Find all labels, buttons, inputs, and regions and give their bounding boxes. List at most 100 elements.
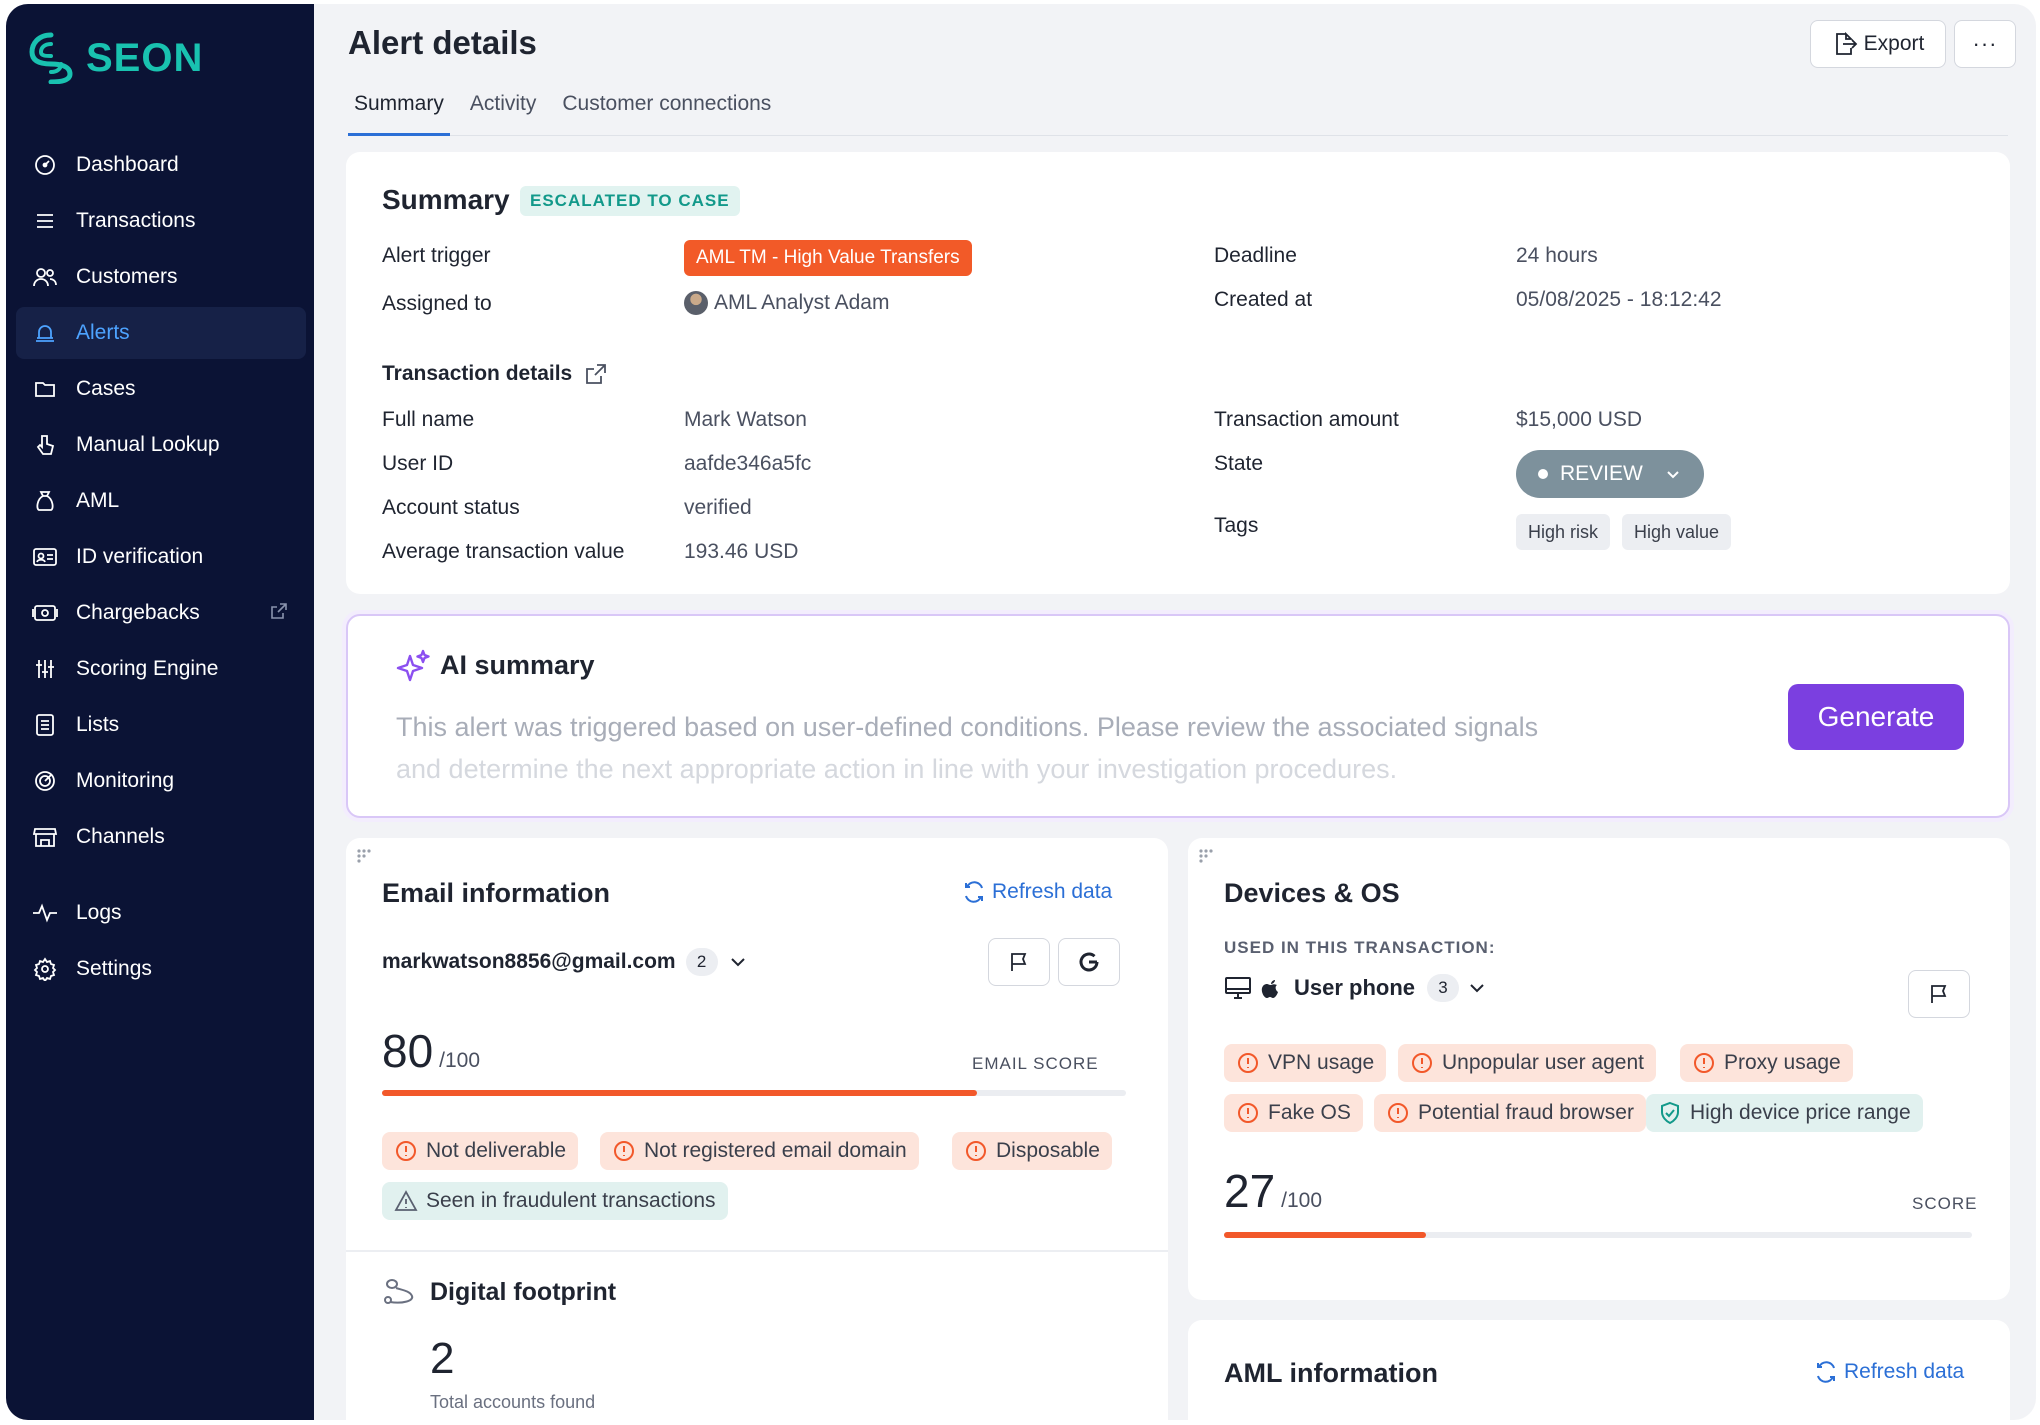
avg-transaction-value: 193.46 USD xyxy=(684,540,799,563)
sidebar-item-label: Monitoring xyxy=(76,769,175,792)
sidebar-item-label: AML xyxy=(76,489,120,512)
export-label: Export xyxy=(1863,32,1925,55)
tab-summary[interactable]: Summary xyxy=(348,84,450,136)
external-link-icon xyxy=(270,602,288,626)
email-selector[interactable]: markwatson8856@gmail.com 2 xyxy=(382,948,748,976)
alert-trigger-badge[interactable]: AML TM - High Value Transfers xyxy=(684,240,972,276)
status-badge: ESCALATED TO CASE xyxy=(520,186,740,216)
desktop-icon xyxy=(1225,977,1251,999)
flag-unpopular-user-agent[interactable]: Unpopular user agent xyxy=(1398,1044,1656,1082)
transaction-details-label: Transaction details xyxy=(382,362,573,385)
divider xyxy=(346,1250,1168,1252)
pointer-icon xyxy=(32,432,58,458)
external-link-icon xyxy=(586,364,607,384)
sidebar-item-settings[interactable]: Settings xyxy=(16,943,306,995)
more-icon: ··· xyxy=(1972,31,1998,56)
email-flag-button[interactable] xyxy=(988,938,1050,986)
flag-icon xyxy=(1931,985,1947,1003)
sparkles-icon xyxy=(396,649,430,682)
email-address: markwatson8856@gmail.com xyxy=(382,950,676,973)
footprint-count: 2 xyxy=(430,1334,455,1383)
flag-fake-os[interactable]: Fake OS xyxy=(1224,1094,1363,1132)
sidebar-item-label: Settings xyxy=(76,957,152,980)
brand-name: SEON xyxy=(86,35,204,80)
tab-customer-connections[interactable]: Customer connections xyxy=(562,92,772,115)
sidebar-item-logs[interactable]: Logs xyxy=(16,887,306,939)
flag-potential-fraud-browser[interactable]: Potential fraud browser xyxy=(1374,1094,1646,1132)
sidebar-item-chargebacks[interactable]: Chargebacks xyxy=(16,587,306,639)
status-dot-icon xyxy=(1538,469,1548,479)
id-card-icon xyxy=(32,544,58,570)
devices-os-card: Devices & OS USED IN THIS TRANSACTION: U… xyxy=(1188,838,2010,1300)
state-value: REVIEW xyxy=(1560,462,1643,485)
device-count-badge: 3 xyxy=(1427,974,1460,1002)
sidebar-item-lists[interactable]: Lists xyxy=(16,699,306,751)
device-selector[interactable]: User phone 3 xyxy=(1224,974,1487,1002)
sidebar-item-transactions[interactable]: Transactions xyxy=(16,195,306,247)
sidebar: SEON Dashboard Transactions Customers Al… xyxy=(6,4,314,1420)
sidebar-item-label: Chargebacks xyxy=(76,601,200,624)
flag-proxy-usage[interactable]: Proxy usage xyxy=(1680,1044,1853,1082)
devices-os-title: Devices & OS xyxy=(1224,878,1400,908)
device-flag-button[interactable] xyxy=(1908,970,1970,1018)
state-dropdown[interactable]: REVIEW xyxy=(1516,450,1704,498)
aml-refresh-button[interactable]: Refresh data xyxy=(1814,1360,1964,1384)
email-refresh-button[interactable]: Refresh data xyxy=(962,880,1112,904)
drag-handle-icon[interactable] xyxy=(356,848,374,866)
aml-information-card: AML information Refresh data xyxy=(1188,1320,2010,1420)
sidebar-item-manual-lookup[interactable]: Manual Lookup xyxy=(16,419,306,471)
sidebar-item-channels[interactable]: Channels xyxy=(16,811,306,863)
warning-circle-icon xyxy=(1236,1101,1260,1125)
sidebar-item-customers[interactable]: Customers xyxy=(16,251,306,303)
sidebar-item-dashboard[interactable]: Dashboard xyxy=(16,139,306,191)
flag-high-device-price[interactable]: High device price range xyxy=(1646,1094,1923,1132)
sidebar-item-scoring-engine[interactable]: Scoring Engine xyxy=(16,643,306,695)
state-label: State xyxy=(1214,452,1264,475)
device-score-value: 27 xyxy=(1224,1165,1276,1217)
assigned-to-label: Assigned to xyxy=(382,292,492,315)
generate-button[interactable]: Generate xyxy=(1788,684,1964,750)
flag-seen-in-fraudulent[interactable]: Seen in fraudulent transactions xyxy=(382,1182,728,1220)
avatar xyxy=(684,291,708,315)
flag-not-registered-domain[interactable]: Not registered email domain xyxy=(600,1132,919,1170)
tag-high-value[interactable]: High value xyxy=(1622,514,1732,550)
transaction-amount-value: $15,000 USD xyxy=(1516,408,1643,431)
transaction-details-header[interactable]: Transaction details xyxy=(382,362,608,386)
sidebar-item-alerts[interactable]: Alerts xyxy=(16,307,306,359)
gear-icon xyxy=(32,956,58,982)
tag-high-risk[interactable]: High risk xyxy=(1516,514,1611,550)
app-window: SEON Dashboard Transactions Customers Al… xyxy=(6,4,2036,1420)
flag-not-deliverable[interactable]: Not deliverable xyxy=(382,1132,579,1170)
sidebar-item-id-verification[interactable]: ID verification xyxy=(16,531,306,583)
export-button[interactable]: Export xyxy=(1810,20,1946,68)
bell-icon xyxy=(32,320,58,346)
assignee[interactable]: AML Analyst Adam xyxy=(684,291,889,315)
digital-footprint-title: Digital footprint xyxy=(430,1278,617,1306)
warning-circle-icon xyxy=(1386,1101,1410,1125)
sidebar-item-label: Transactions xyxy=(76,209,196,232)
email-count-badge: 2 xyxy=(685,948,718,976)
flag-disposable[interactable]: Disposable xyxy=(952,1132,1112,1170)
sidebar-item-cases[interactable]: Cases xyxy=(16,363,306,415)
store-icon xyxy=(32,824,58,850)
summary-card: Summary ESCALATED TO CASE Alert trigger … xyxy=(346,152,2010,594)
flag-label: Fake OS xyxy=(1268,1101,1351,1124)
sidebar-item-aml[interactable]: AML xyxy=(16,475,306,527)
device-score-bar xyxy=(1224,1232,1972,1238)
warning-circle-icon xyxy=(964,1139,988,1163)
brand-logo[interactable]: SEON xyxy=(28,32,203,84)
more-options-button[interactable]: ··· xyxy=(1954,20,2016,68)
transaction-amount-label: Transaction amount xyxy=(1214,408,1399,431)
flag-vpn-usage[interactable]: VPN usage xyxy=(1224,1044,1387,1082)
google-icon xyxy=(1079,952,1099,972)
drag-handle-icon[interactable] xyxy=(1198,848,1216,866)
created-at-label: Created at xyxy=(1214,288,1313,311)
sidebar-item-monitoring[interactable]: Monitoring xyxy=(16,755,306,807)
google-search-button[interactable] xyxy=(1058,938,1120,986)
device-score: 27 /100 xyxy=(1224,1164,1322,1218)
export-icon xyxy=(1835,31,1857,55)
deadline-value: 24 hours xyxy=(1516,244,1598,267)
device-name: User phone xyxy=(1294,975,1416,1000)
main-content: Alert details Export ··· Summary Activit… xyxy=(314,4,2036,1420)
tab-activity[interactable]: Activity xyxy=(469,92,537,115)
